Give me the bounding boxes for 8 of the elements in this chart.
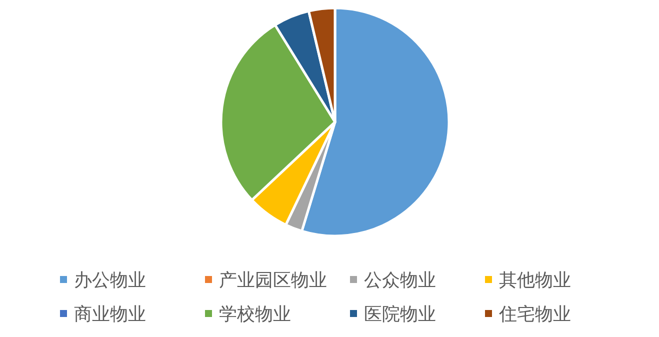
legend-label: 产业园区物业 (219, 270, 327, 290)
legend-label: 医院物业 (364, 304, 436, 324)
legend-label: 其他物业 (499, 270, 571, 290)
legend-label: 办公物业 (74, 270, 146, 290)
legend-label: 公众物业 (364, 270, 436, 290)
legend-label: 住宅物业 (498, 304, 571, 324)
legend-label: 商业物业 (74, 304, 146, 324)
legend-label: 学校物业 (219, 304, 291, 324)
